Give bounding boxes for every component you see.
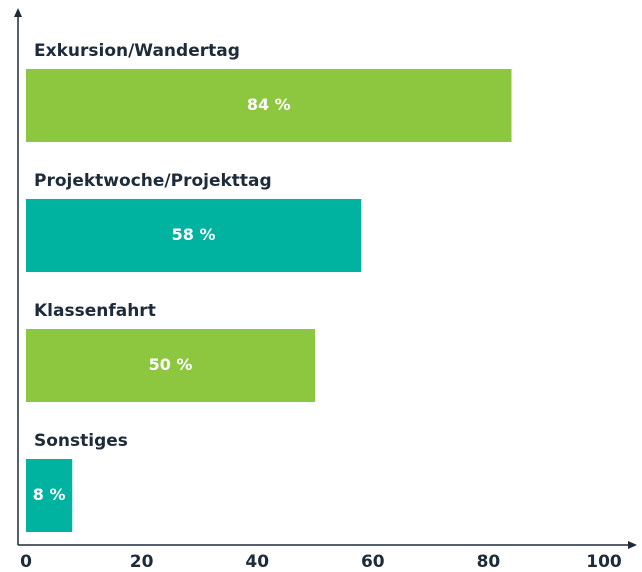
value-label: 8 % bbox=[33, 485, 66, 504]
category-label: Exkursion/Wandertag bbox=[34, 41, 240, 61]
bar bbox=[26, 69, 512, 142]
x-tick-label: 100 bbox=[586, 552, 622, 572]
bar bbox=[26, 459, 73, 532]
bar bbox=[26, 199, 362, 272]
x-tick-label: 40 bbox=[245, 552, 269, 572]
y-axis-arrow bbox=[14, 8, 22, 17]
x-tick-label: 80 bbox=[477, 552, 501, 572]
category-label: Sonstiges bbox=[34, 431, 128, 451]
value-label: 58 % bbox=[172, 225, 216, 244]
x-axis-arrow bbox=[628, 541, 637, 549]
category-label: Klassenfahrt bbox=[34, 301, 156, 321]
value-label: 84 % bbox=[247, 95, 291, 114]
category-label: Projektwoche/Projekttag bbox=[34, 171, 272, 191]
x-tick-label: 0 bbox=[20, 552, 32, 572]
x-tick-label: 20 bbox=[130, 552, 154, 572]
bar bbox=[26, 329, 315, 402]
value-label: 50 % bbox=[149, 355, 193, 374]
x-tick-label: 60 bbox=[361, 552, 385, 572]
